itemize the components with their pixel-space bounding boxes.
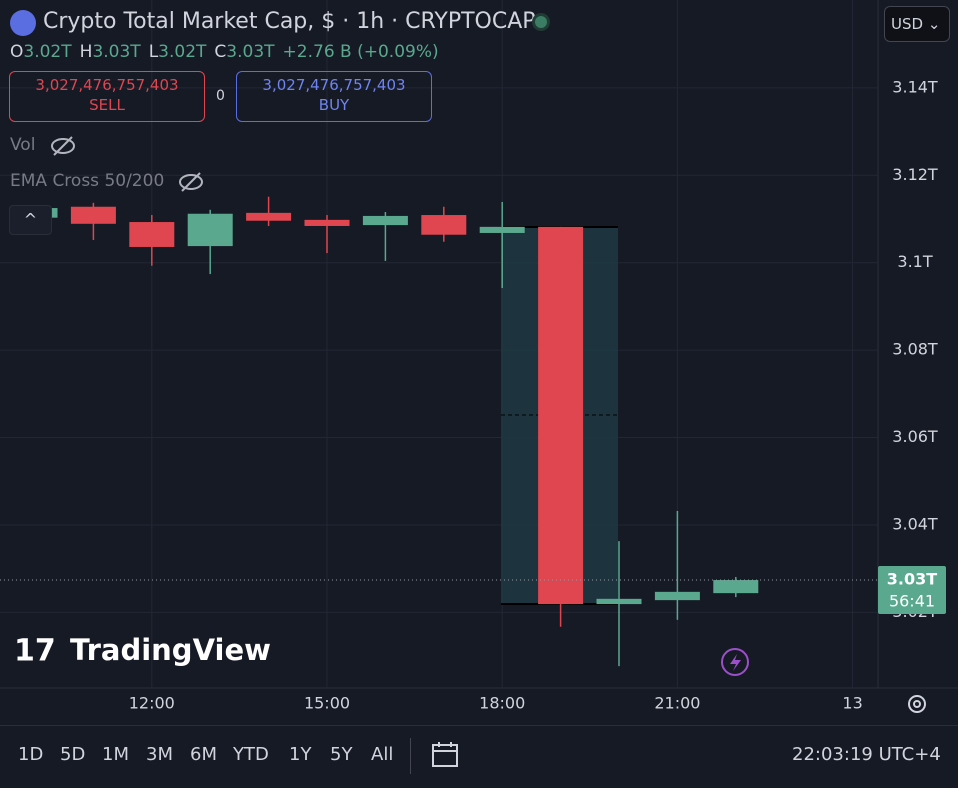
x-tick-label: 18:00	[479, 694, 525, 713]
y-tick-label: 3.08T	[892, 340, 938, 359]
sell-button[interactable]: 3,027,476,757,403 SELL	[9, 71, 205, 122]
separator	[410, 738, 411, 774]
alert-bolt	[730, 654, 741, 671]
range-button[interactable]: YTD	[233, 744, 269, 765]
chart: 17 TradingView 3.02T 3.04T 3.06T 3.08T 3.1T 3…	[0, 0, 958, 725]
range-button[interactable]: 1M	[102, 744, 129, 765]
y-tick-label: 3.06T	[892, 427, 938, 446]
candle-body	[596, 598, 642, 605]
spread: 0	[216, 88, 225, 104]
ohlc-key: O	[10, 42, 24, 62]
watermark: TradingView	[70, 633, 271, 667]
collapse-button[interactable]: ^	[9, 205, 52, 235]
symbol-icon	[10, 10, 36, 36]
candle-body	[129, 222, 175, 247]
countdown: 56:41	[889, 592, 935, 611]
ohlc-value: 3.02T	[158, 42, 207, 62]
candle-body	[70, 206, 116, 224]
sell-price: 3,027,476,757,403	[35, 76, 179, 94]
buy-button[interactable]: 3,027,476,757,403 BUY	[236, 71, 432, 122]
candle-body	[713, 580, 759, 594]
candle-body	[304, 219, 350, 226]
clock: 22:03:19 UTC+4	[792, 744, 941, 765]
toolbar: 22:03:19 UTC+4 1D 5D 1M 3M 6M YTD 1Y 5Y All	[0, 725, 958, 788]
indicator[interactable]: EMA Cross 50/200	[10, 171, 165, 191]
chart-title: Crypto Total Market Cap, $ · 1h · CRYPTO…	[43, 9, 536, 34]
ohlc-key: L	[148, 42, 159, 62]
ohlc-value: 3.02T	[23, 42, 72, 62]
y-tick-label: 3.1T	[897, 252, 932, 271]
range-button[interactable]: 1D	[18, 744, 44, 765]
ohlc-row: O3.02T H3.03T L3.02T C3.03T +2.76 B (+0.09%)	[10, 42, 439, 62]
ohlc-value: 3.03T	[226, 42, 275, 62]
hide-icon[interactable]	[50, 135, 76, 157]
ohlc-key: H	[79, 42, 93, 62]
y-tick-label: 3.12T	[892, 165, 938, 184]
indicator[interactable]: Vol	[10, 135, 36, 155]
x-tick-label: 13	[842, 694, 862, 713]
candle-body	[187, 213, 233, 247]
ohlc-key: C	[214, 42, 227, 62]
range-button[interactable]: 6M	[190, 744, 217, 765]
y-tick-label: 3.04T	[892, 514, 938, 533]
currency: USD	[891, 15, 924, 33]
axis: 3.02T3.04T3.06T3.08T3.1T3.12T3.14T12:001…	[129, 77, 946, 713]
last-price-tag	[878, 566, 946, 615]
watermark-logo: 17	[14, 634, 56, 669]
x-tick-label: 12:00	[129, 694, 175, 713]
range-button[interactable]: 1Y	[289, 744, 312, 765]
range-button[interactable]: 5Y	[330, 744, 353, 765]
buy-label: BUY	[318, 96, 350, 114]
background	[0, 0, 958, 725]
x-tick-label: 21:00	[654, 694, 700, 713]
hide-icon[interactable]	[178, 171, 204, 193]
range-button[interactable]: All	[371, 744, 394, 765]
candle-body	[479, 226, 525, 233]
status-dot	[535, 16, 547, 28]
ohlc-change: +2.76 B (+0.09%)	[282, 42, 439, 62]
alert-icon[interactable]	[721, 648, 749, 676]
candle-body	[538, 226, 584, 605]
range-button[interactable]: 5D	[60, 744, 86, 765]
range-button[interactable]: 3M	[146, 744, 173, 765]
currency-button[interactable]: USD ⌄	[884, 6, 950, 42]
x-tick-label: 15:00	[304, 694, 350, 713]
candle-body	[421, 215, 467, 235]
candle-body	[362, 215, 408, 226]
candle-body	[654, 591, 700, 601]
candle-body	[246, 212, 292, 221]
ohlc-value: 3.03T	[92, 42, 141, 62]
last-price-label: 3.03T	[887, 570, 937, 589]
settings-icon-core	[913, 700, 921, 708]
buy-price: 3,027,476,757,403	[262, 76, 406, 94]
settings-icon[interactable]	[908, 695, 926, 713]
goto-date[interactable]	[430, 740, 460, 770]
y-tick-label: 3.14T	[892, 77, 938, 96]
grid	[0, 0, 878, 688]
sell-label: SELL	[89, 96, 125, 114]
